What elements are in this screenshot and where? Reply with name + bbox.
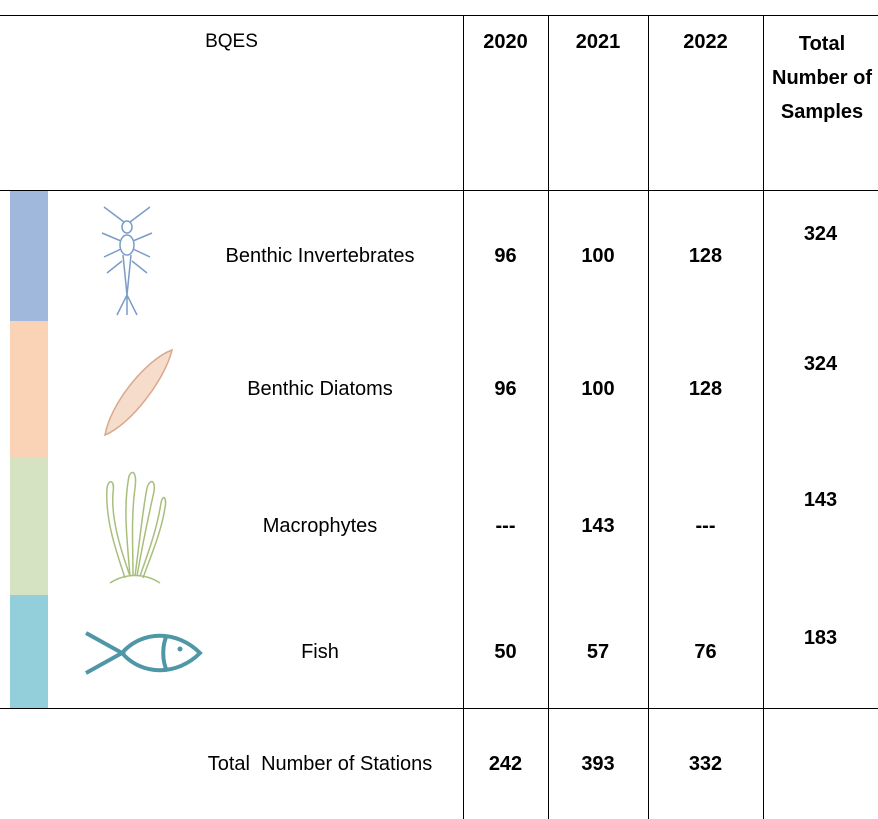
diatom-icon [104,348,174,437]
cell: 57 [586,640,610,663]
footer-cell: 242 [488,752,523,775]
header-cell: 2020 [483,31,528,53]
cell: 143 [581,515,615,537]
cell: 143 [803,489,838,511]
rule [0,190,878,191]
fish-icon [85,631,203,675]
footer-label: Total Number of Stations [207,752,433,775]
stripe [10,191,48,321]
header-cell: Total Number of Samples [772,33,878,123]
row-label: Benthic Diatoms [247,378,393,400]
cell: 183 [803,627,838,649]
header-cell: 2021 [575,31,621,53]
cell: --- [495,515,516,537]
footer-cell: 332 [688,752,723,775]
cell: 324 [803,223,838,245]
row-label: Benthic Invertebrates [225,245,415,267]
cell: 100 [581,378,615,400]
rule [763,15,764,819]
rule [648,15,649,819]
row-label: Fish [301,640,339,663]
cell: 100 [581,245,615,267]
insect-icon [101,206,153,316]
rule [463,15,464,819]
macrophyte-icon [105,471,167,584]
header-cell: 2022 [683,31,728,53]
stripe [10,321,48,457]
rule [0,708,878,709]
cell: 96 [494,378,517,400]
cell: 324 [803,353,838,375]
cell: 128 [688,378,723,400]
stripe [10,595,48,708]
cell: 76 [694,640,717,663]
row-label: Macrophytes [262,515,378,537]
cell: --- [695,515,716,537]
cell: 50 [494,640,517,663]
footer-cell: 393 [581,752,615,775]
header-cell: BQES [205,31,258,52]
rule [0,15,878,16]
cell: 96 [494,245,517,267]
cell: 128 [688,245,723,267]
rule [548,15,549,819]
stripe [10,457,48,595]
